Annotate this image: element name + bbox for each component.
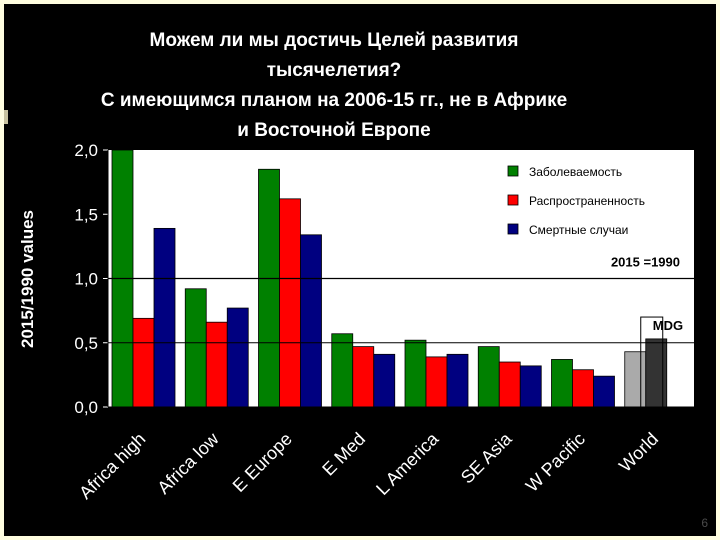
legend-label: Заболеваемость [529, 165, 622, 179]
bar [519, 365, 542, 408]
page-number: 6 [701, 516, 708, 530]
x-tick-label: E Europe [229, 429, 296, 496]
bar [477, 346, 500, 408]
bar [624, 351, 647, 408]
chart-title: Можем ли мы достичь Целей развития тысяч… [44, 26, 624, 146]
bar [300, 234, 322, 408]
decorative-bar [4, 110, 8, 124]
legend-label: Смертные случаи [529, 223, 628, 237]
title-line-2: тысячелетия? [266, 60, 402, 81]
bar [352, 346, 375, 408]
x-tick-label: Africa low [153, 428, 223, 498]
legend-swatch [507, 223, 519, 235]
bar [153, 227, 176, 408]
bar [331, 333, 354, 408]
bar [404, 339, 427, 408]
x-tick-label: W Pacific [522, 429, 589, 496]
y-tick-label: 2,0 [74, 141, 98, 160]
bar [425, 356, 448, 408]
bar [258, 168, 280, 408]
bar [184, 288, 207, 408]
title-line-1: Можем ли мы достичь Целей развития [149, 30, 519, 51]
legend-label: Распространенность [529, 194, 645, 208]
bar [593, 375, 615, 408]
y-tick-label: 1,0 [74, 270, 98, 289]
bar [279, 198, 301, 408]
bar [498, 361, 521, 408]
bar [226, 307, 249, 408]
x-tick-label: L America [372, 428, 443, 499]
title-line-3: С имеющимся планом на 2006-15 гг., не в … [100, 90, 568, 111]
bar [132, 317, 155, 408]
bar [205, 321, 228, 408]
y-tick-label: 0,0 [74, 398, 98, 417]
bar [645, 338, 668, 408]
mdg-label: MDG [653, 318, 683, 333]
reference-line-label: 2015 =1990 [611, 255, 680, 270]
x-tick-label: World [615, 429, 662, 476]
bar [572, 369, 594, 408]
x-tick-label: SE Asia [457, 428, 516, 487]
bar [551, 359, 573, 408]
x-tick-label: Africa high [75, 429, 149, 503]
legend-swatch [507, 194, 519, 206]
legend-swatch [507, 165, 519, 177]
y-tick-label: 1,5 [74, 205, 98, 224]
x-tick-label: E Med [318, 429, 369, 480]
bar [446, 353, 469, 408]
bar [373, 353, 396, 408]
y-tick-label: 0,5 [74, 334, 98, 353]
title-line-4: и Восточной Европе [237, 120, 431, 141]
